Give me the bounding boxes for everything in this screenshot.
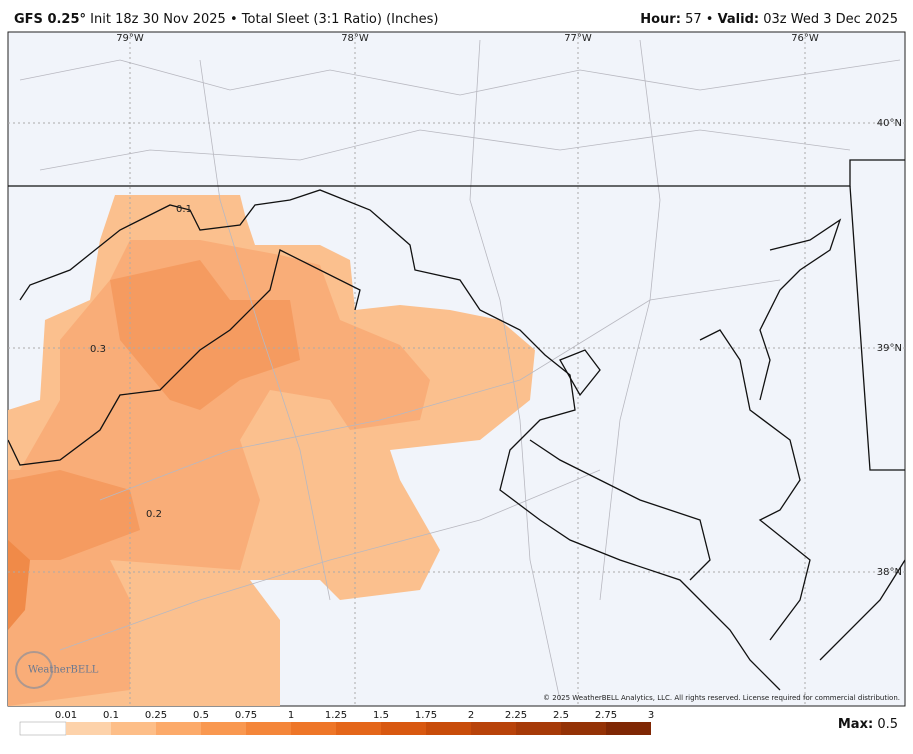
contour-label: 0.3 [90, 344, 106, 355]
sleet-area [8, 240, 430, 706]
max-label: Max: [838, 717, 873, 732]
lon-label: 77°W [564, 33, 592, 44]
legend-tick-label: 1.75 [415, 710, 437, 721]
legend-swatch [66, 722, 111, 735]
sleet-area [8, 470, 140, 560]
legend-tick-label: 2 [468, 710, 474, 721]
header: GFS 0.25° Init 18z 30 Nov 2025 • Total S… [14, 12, 438, 27]
sleet-area [110, 260, 300, 410]
lon-label: 78°W [341, 33, 369, 44]
max-value: 0.5 [877, 717, 898, 732]
legend-tick-label: 1.5 [373, 710, 389, 721]
legend-tick-label: 0.1 [103, 710, 119, 721]
legend-tick-label: 1 [288, 710, 294, 721]
copyright: © 2025 WeatherBELL Analytics, LLC. All r… [543, 694, 900, 702]
legend-tick-label: 0.01 [55, 710, 77, 721]
lat-label: 38°N [877, 567, 902, 578]
separator: • [706, 12, 714, 27]
valid-info: Hour: 57 • Valid: 03z Wed 3 Dec 2025 [640, 12, 898, 27]
legend-swatch [471, 722, 516, 735]
lat-label: 40°N [877, 118, 902, 129]
legend-tick-label: 2.25 [505, 710, 527, 721]
legend-swatch [19, 721, 67, 736]
graticule [8, 32, 905, 706]
legend-swatch [516, 722, 561, 735]
init: Init 18z 30 Nov 2025 [90, 12, 226, 27]
legend-tick-label: 1.25 [325, 710, 347, 721]
hour: 57 [685, 12, 702, 27]
legend-tick-label: 0.5 [193, 710, 209, 721]
legend-swatch [201, 722, 246, 735]
logo: WeatherBELL [28, 665, 99, 676]
legend-tick-label: 3 [648, 710, 654, 721]
contour-label: 0.2 [146, 509, 162, 520]
valid-label: Valid: [718, 12, 760, 27]
legend-swatch [111, 722, 156, 735]
legend-swatch [156, 722, 201, 735]
borders [8, 159, 905, 691]
legend-swatch [606, 722, 651, 735]
hour-label: Hour: [640, 12, 681, 27]
legend-swatch [426, 722, 471, 735]
product: Total Sleet (3:1 Ratio) (Inches) [241, 12, 439, 27]
max-info: Max: 0.5 [838, 717, 898, 732]
lat-label: 39°N [877, 343, 902, 354]
legend-swatch [246, 722, 291, 735]
legend-swatch [336, 722, 381, 735]
legend-tick-label: 2.75 [595, 710, 617, 721]
legend-tick-label: 2.5 [553, 710, 569, 721]
separator: • [230, 12, 238, 27]
logo-mark [15, 651, 53, 689]
lon-label: 76°W [791, 33, 819, 44]
legend-swatch [561, 722, 606, 735]
valid: 03z Wed 3 Dec 2025 [763, 12, 898, 27]
model: GFS 0.25° [14, 12, 86, 27]
sleet-area [8, 540, 30, 630]
legend: Max: 0.5 0.01 0.1 0.25 0.5 0.75 1 1.25 1.5 1.75 2… [19, 710, 898, 736]
legend-swatch [291, 722, 336, 735]
legend-tick-label: 0.75 [235, 710, 257, 721]
legend-swatch [381, 722, 426, 735]
contour-label: 0.1 [176, 204, 192, 215]
roads [19, 39, 901, 701]
lon-label: 79°W [116, 33, 144, 44]
legend-tick-label: 0.25 [145, 710, 167, 721]
map: 79°W 78°W 77°W 76°W 40°N 39°N 38°N 0.1 0… [7, 31, 906, 707]
